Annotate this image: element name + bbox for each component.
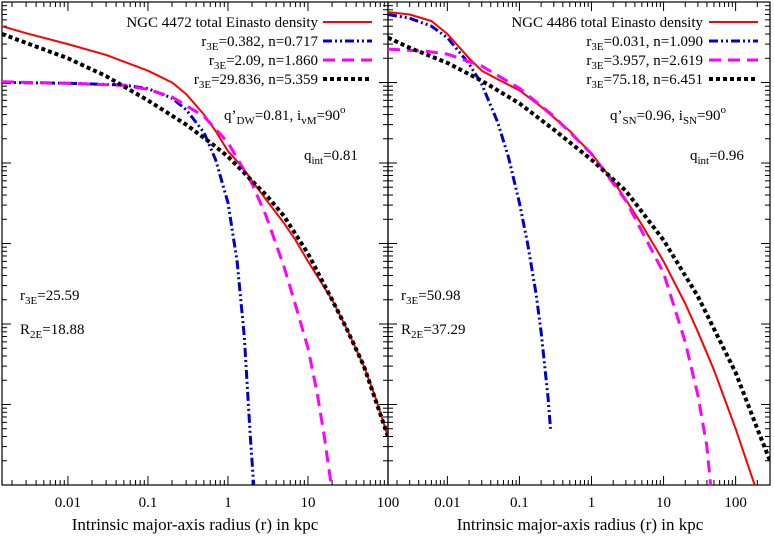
annotation-right-q-prime: q’SN=0.96, iSN=90o — [610, 104, 726, 127]
annotation-right-r3e: r3E=50.98 — [401, 288, 460, 307]
legend-label-left-s3: r3E=29.836, n=5.359 — [194, 72, 318, 91]
x-axis-label-left: Intrinsic major-axis radius (r) in kpc — [72, 515, 319, 534]
x-tick-label: 0.01 — [434, 495, 460, 511]
annotation-right-r2e: R2E=37.29 — [401, 322, 465, 341]
tick-labels-left: 0.01 0.1 1 10 100 — [55, 495, 399, 511]
series-line-3 — [388, 35, 770, 462]
annotation-right-q-int: qint=0.96 — [690, 148, 744, 167]
x-tick-label: 100 — [724, 495, 747, 511]
legend-label-right-s1: r3E=0.031, n=1.090 — [586, 34, 703, 53]
legend-left: NGC 4472 total Einasto density r3E=0.382… — [126, 15, 372, 91]
series-line-0 — [388, 11, 756, 485]
annotation-left-r2e: R2E=18.88 — [20, 322, 84, 341]
legend-label-left-s1: r3E=0.382, n=0.717 — [201, 34, 318, 53]
plot-frame-right — [387, 1, 771, 486]
ticks-left — [2, 1, 389, 486]
legend-label-right-s2: r3E=3.957, n=2.619 — [586, 53, 703, 72]
annotation-left-q-prime: q’DW=0.81, ivM=90o — [224, 104, 346, 127]
series-line-1 — [388, 13, 552, 429]
legend-label-left-total: NGC 4472 total Einasto density — [126, 15, 318, 31]
x-tick-label: 0.01 — [55, 495, 81, 511]
x-tick-label: 0.1 — [139, 495, 158, 511]
series-line-2 — [2, 80, 333, 485]
panel-left: 0.01 0.1 1 10 100 Intrinsic major-axis radiu… — [1, 1, 399, 534]
series-line-1 — [2, 81, 256, 485]
series-lines-right — [388, 11, 770, 485]
x-tick-label: 100 — [377, 495, 400, 511]
x-axis-label-right: Intrinsic major-axis radius (r) in kpc — [457, 515, 704, 534]
x-tick-label: 10 — [656, 495, 671, 511]
annotation-left-q-int: qint=0.81 — [304, 148, 358, 167]
legend-label-right-s3: r3E=75.18, n=6.451 — [586, 72, 703, 91]
series-line-3 — [2, 32, 388, 438]
tick-labels-right: 0.01 0.1 1 10 100 — [434, 495, 747, 511]
x-tick-label: 10 — [300, 495, 315, 511]
x-tick-label: 1 — [588, 495, 596, 511]
x-tick-label: 0.1 — [510, 495, 529, 511]
series-line-2 — [388, 47, 713, 485]
legend-label-left-s2: r3E=2.09, n=1.860 — [209, 53, 318, 72]
legend-label-right-total: NGC 4486 total Einasto density — [511, 15, 703, 31]
annotation-left-r3e: r3E=25.59 — [20, 288, 79, 307]
series-lines-left — [2, 25, 388, 485]
x-tick-label: 1 — [224, 495, 232, 511]
panel-right: 0.01 0.1 1 10 100 Intrinsic major-axis radiu… — [387, 1, 771, 534]
legend-right: NGC 4486 total Einasto density r3E=0.031… — [511, 15, 758, 91]
ticks-right — [388, 1, 771, 486]
